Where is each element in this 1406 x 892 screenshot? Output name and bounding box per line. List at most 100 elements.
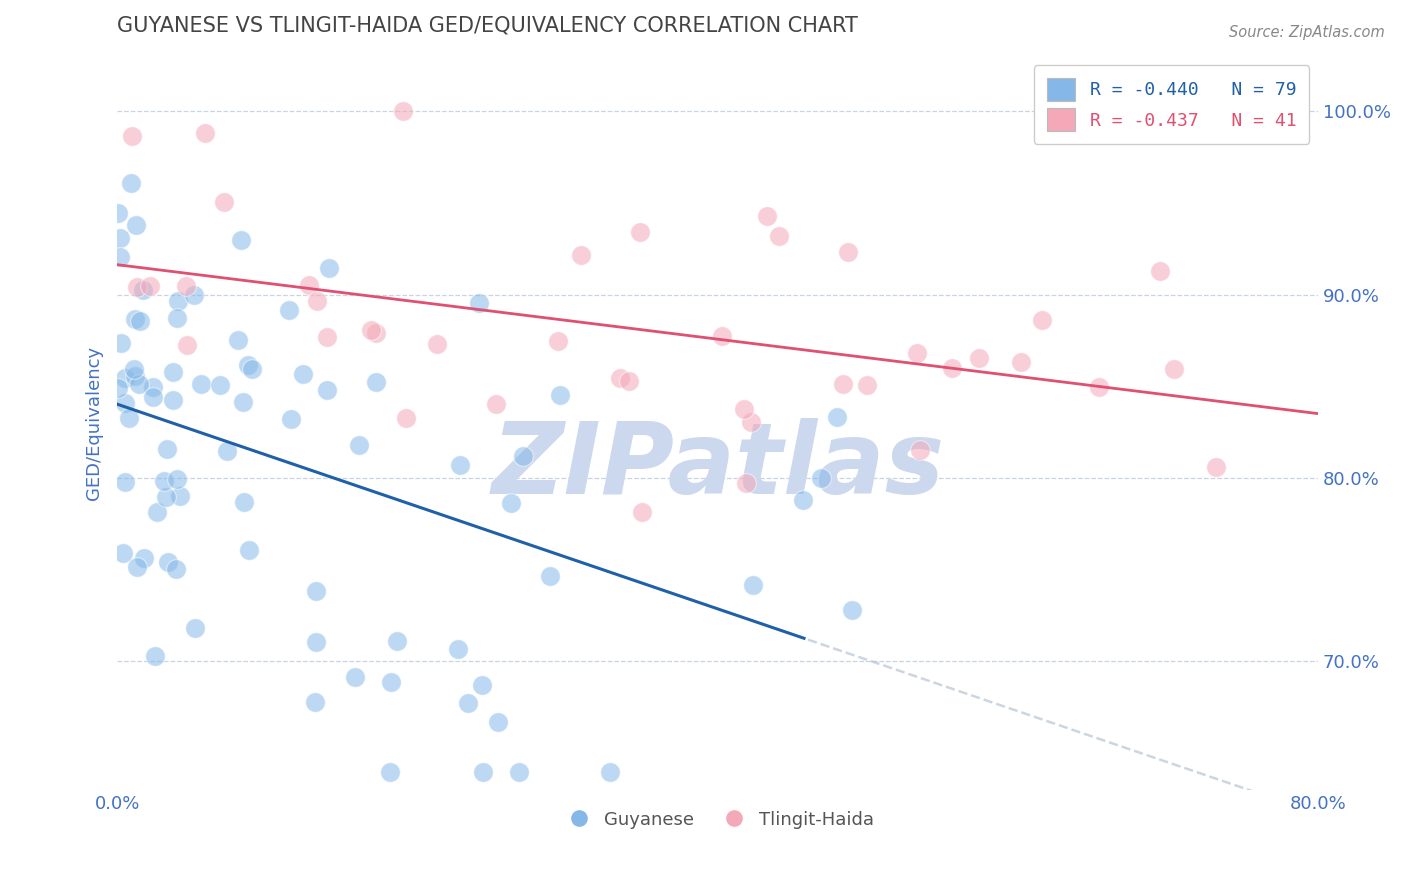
Point	[1010, 355, 1032, 369]
Point	[318, 261, 340, 276]
Point	[114, 475, 136, 490]
Point	[107, 381, 129, 395]
Point	[628, 225, 651, 239]
Point	[194, 127, 217, 141]
Point	[316, 330, 339, 344]
Point	[305, 293, 328, 308]
Point	[486, 715, 509, 730]
Point	[280, 412, 302, 426]
Point	[190, 376, 212, 391]
Point	[347, 438, 370, 452]
Point	[174, 279, 197, 293]
Point	[232, 394, 254, 409]
Point	[447, 641, 470, 656]
Point	[1149, 264, 1171, 278]
Point	[1163, 362, 1185, 376]
Point	[344, 670, 367, 684]
Point	[316, 383, 339, 397]
Point	[242, 362, 264, 376]
Point	[768, 228, 790, 243]
Point	[124, 362, 146, 376]
Point	[238, 542, 260, 557]
Point	[238, 358, 260, 372]
Point	[304, 695, 326, 709]
Point	[305, 584, 328, 599]
Point	[155, 490, 177, 504]
Point	[107, 206, 129, 220]
Point	[156, 442, 179, 456]
Point	[110, 250, 132, 264]
Point	[229, 233, 252, 247]
Point	[1205, 459, 1227, 474]
Point	[711, 329, 734, 343]
Point	[121, 129, 143, 144]
Point	[291, 368, 314, 382]
Point	[832, 376, 855, 391]
Text: GUYANESE VS TLINGIT-HAIDA GED/EQUIVALENCY CORRELATION CHART: GUYANESE VS TLINGIT-HAIDA GED/EQUIVALENC…	[117, 15, 858, 35]
Point	[756, 210, 779, 224]
Point	[941, 361, 963, 376]
Point	[132, 550, 155, 565]
Point	[1088, 380, 1111, 394]
Point	[472, 764, 495, 779]
Point	[108, 231, 131, 245]
Point	[114, 371, 136, 385]
Point	[741, 578, 763, 592]
Point	[118, 411, 141, 425]
Point	[364, 326, 387, 340]
Point	[166, 472, 188, 486]
Point	[176, 338, 198, 352]
Point	[499, 496, 522, 510]
Point	[740, 416, 762, 430]
Point	[184, 621, 207, 635]
Point	[395, 411, 418, 425]
Point	[630, 505, 652, 519]
Point	[129, 314, 152, 328]
Point	[132, 283, 155, 297]
Point	[142, 380, 165, 394]
Point	[910, 443, 932, 458]
Point	[127, 560, 149, 574]
Point	[547, 334, 569, 348]
Point	[165, 562, 187, 576]
Point	[449, 458, 471, 473]
Point	[825, 410, 848, 425]
Point	[569, 248, 592, 262]
Point	[226, 333, 249, 347]
Point	[380, 674, 402, 689]
Point	[837, 245, 859, 260]
Point	[124, 311, 146, 326]
Point	[508, 764, 530, 779]
Point	[512, 449, 534, 463]
Point	[387, 633, 409, 648]
Point	[599, 764, 621, 779]
Point	[162, 392, 184, 407]
Point	[146, 505, 169, 519]
Legend: Guyanese, Tlingit-Haida: Guyanese, Tlingit-Haida	[554, 804, 882, 836]
Text: Source: ZipAtlas.com: Source: ZipAtlas.com	[1229, 25, 1385, 40]
Point	[142, 390, 165, 404]
Point	[471, 678, 494, 692]
Point	[125, 280, 148, 294]
Point	[810, 471, 832, 485]
Point	[538, 569, 561, 583]
Point	[485, 397, 508, 411]
Point	[125, 218, 148, 232]
Text: ZIPatlas: ZIPatlas	[491, 418, 945, 516]
Point	[609, 371, 631, 385]
Point	[360, 322, 382, 336]
Point	[139, 279, 162, 293]
Point	[209, 377, 232, 392]
Point	[856, 377, 879, 392]
Point	[110, 336, 132, 351]
Point	[114, 396, 136, 410]
Point	[380, 764, 402, 779]
Point	[278, 302, 301, 317]
Point	[391, 103, 413, 118]
Point	[733, 401, 755, 416]
Point	[217, 444, 239, 458]
Point	[426, 336, 449, 351]
Point	[166, 293, 188, 308]
Point	[162, 365, 184, 379]
Point	[907, 346, 929, 360]
